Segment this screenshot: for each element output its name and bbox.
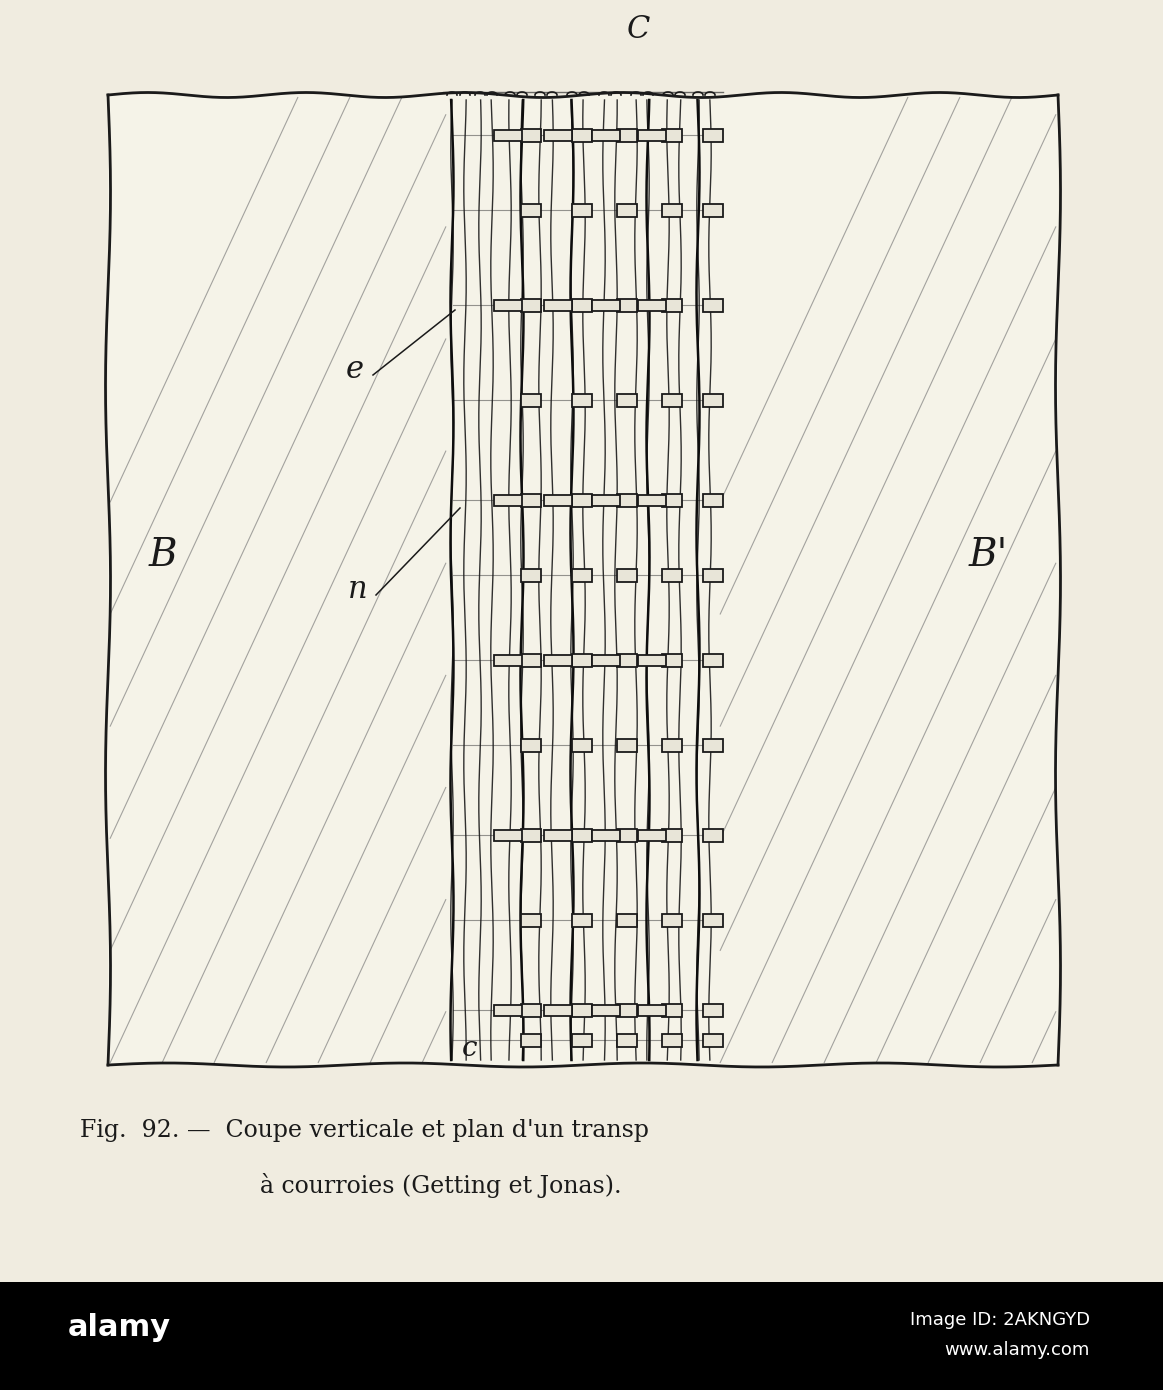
Bar — [702, 653, 723, 666]
Text: C: C — [627, 14, 650, 46]
Text: B': B' — [969, 537, 1007, 574]
Bar — [662, 299, 682, 311]
Bar — [0, 1282, 1163, 1390]
Bar — [618, 653, 637, 666]
Bar — [618, 128, 637, 142]
Bar — [544, 495, 572, 506]
Bar — [592, 655, 620, 666]
Bar — [662, 569, 682, 581]
Bar — [572, 1004, 592, 1016]
Bar — [521, 128, 541, 142]
Bar — [618, 569, 637, 581]
Bar — [572, 128, 592, 142]
Bar — [494, 129, 522, 140]
Bar — [662, 1034, 682, 1047]
Bar — [662, 393, 682, 406]
Bar — [638, 129, 666, 140]
Bar — [702, 299, 723, 311]
Bar — [521, 828, 541, 841]
Bar — [662, 493, 682, 506]
Text: B: B — [149, 537, 177, 574]
Bar — [494, 495, 522, 506]
Bar — [521, 1004, 541, 1016]
Bar — [638, 495, 666, 506]
Bar — [618, 299, 637, 311]
Bar — [544, 830, 572, 841]
Bar — [702, 828, 723, 841]
Bar — [618, 493, 637, 506]
Bar — [638, 299, 666, 310]
Bar — [494, 1005, 522, 1016]
Bar — [702, 203, 723, 217]
Text: Fig.  92. —  Coupe verticale et plan d'un transp: Fig. 92. — Coupe verticale et plan d'un … — [80, 1119, 649, 1141]
Text: alamy: alamy — [67, 1314, 171, 1343]
Bar — [521, 299, 541, 311]
Bar — [521, 393, 541, 406]
Bar — [521, 738, 541, 752]
Bar — [702, 569, 723, 581]
Bar — [618, 393, 637, 406]
Bar — [521, 653, 541, 666]
Text: Image ID: 2AKNGYD: Image ID: 2AKNGYD — [909, 1311, 1090, 1329]
Bar — [618, 828, 637, 841]
Bar — [618, 1004, 637, 1016]
Bar — [494, 655, 522, 666]
Bar — [618, 1034, 637, 1047]
Bar — [544, 299, 572, 310]
Bar — [572, 1034, 592, 1047]
Bar — [572, 203, 592, 217]
Bar — [702, 913, 723, 927]
Bar — [592, 299, 620, 310]
Bar — [572, 299, 592, 311]
Text: n: n — [348, 574, 368, 606]
Bar — [572, 393, 592, 406]
Bar — [572, 569, 592, 581]
Bar — [618, 913, 637, 927]
Bar — [662, 203, 682, 217]
Bar — [572, 493, 592, 506]
Text: à courroies (Getting et Jonas).: à courroies (Getting et Jonas). — [261, 1173, 622, 1198]
Bar — [572, 913, 592, 927]
Bar — [494, 830, 522, 841]
Bar — [572, 653, 592, 666]
Bar — [521, 1034, 541, 1047]
Bar — [544, 1005, 572, 1016]
Bar — [662, 828, 682, 841]
Bar — [638, 1005, 666, 1016]
Bar — [572, 738, 592, 752]
Bar — [702, 1034, 723, 1047]
Bar — [592, 129, 620, 140]
Bar — [662, 913, 682, 927]
Bar — [494, 299, 522, 310]
Bar — [592, 830, 620, 841]
Bar — [702, 738, 723, 752]
Bar — [544, 129, 572, 140]
Bar — [592, 495, 620, 506]
Bar — [702, 393, 723, 406]
Bar — [108, 95, 1058, 1065]
Text: c: c — [462, 1034, 478, 1062]
Text: e: e — [347, 354, 364, 385]
Bar — [592, 1005, 620, 1016]
Bar — [702, 1004, 723, 1016]
Bar — [662, 1004, 682, 1016]
Text: www.alamy.com: www.alamy.com — [944, 1341, 1090, 1359]
Bar — [544, 655, 572, 666]
Bar — [662, 653, 682, 666]
Bar — [521, 203, 541, 217]
Bar — [662, 738, 682, 752]
Bar — [521, 569, 541, 581]
Bar — [662, 128, 682, 142]
Bar — [638, 830, 666, 841]
Bar — [702, 493, 723, 506]
Bar — [521, 493, 541, 506]
Bar — [572, 828, 592, 841]
Bar — [521, 913, 541, 927]
Bar — [638, 655, 666, 666]
Bar — [618, 738, 637, 752]
Bar — [618, 203, 637, 217]
Bar — [702, 128, 723, 142]
